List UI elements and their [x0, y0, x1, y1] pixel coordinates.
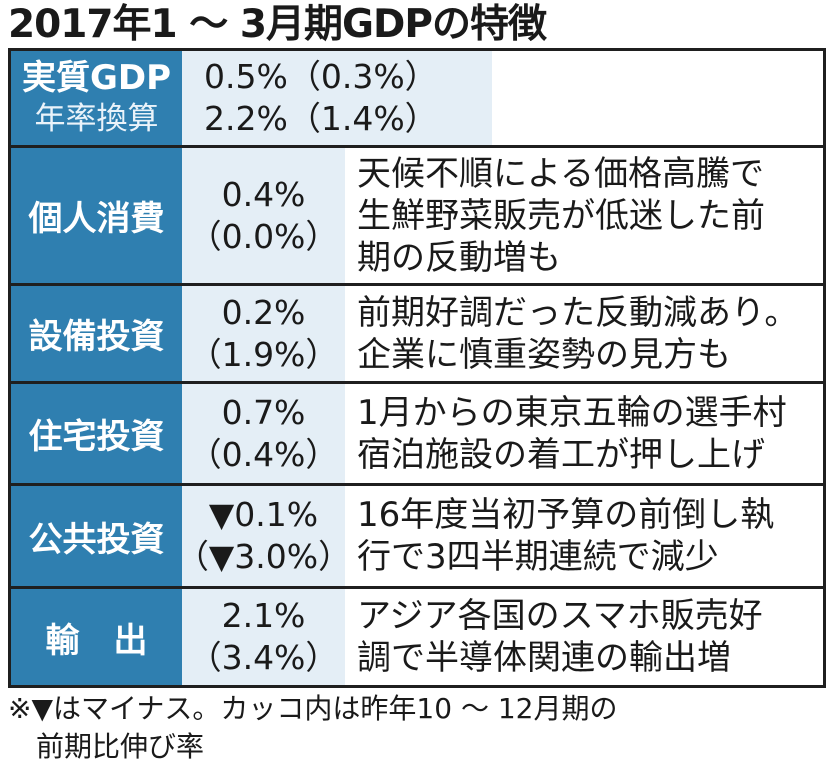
- row-divider: [11, 283, 823, 286]
- page-title: 2017年1 ～ 3月期GDPの特徴: [8, 2, 547, 47]
- row-divider: [11, 381, 823, 384]
- row-prev-value: （0.4%）: [188, 434, 339, 474]
- row-note-cell: アジア各国のスマホ販売好 調で半導体関連の輸出増: [345, 589, 823, 685]
- row-label: 住宅投資: [11, 384, 182, 483]
- row-note-cell: 天候不順による価格高騰で 生鮮野菜販売が低迷した前 期の反動増も: [345, 148, 823, 283]
- row-value: 0.4%: [221, 174, 306, 214]
- gdp-table: 実質GDP 年率換算 0.5%（0.3%） 2.2%（1.4%） 個人消費 0.…: [8, 48, 826, 688]
- row-prev-value: （3.4%）: [188, 638, 339, 677]
- row-note-cell: 16年度当初予算の前倒し執 行で3四半期連続で減少: [345, 486, 823, 586]
- gdp-summary-row: 実質GDP 年率換算 0.5%（0.3%） 2.2%（1.4%）: [11, 51, 823, 145]
- row-value-cell: 0.2% （1.9%）: [182, 286, 345, 381]
- gdp-value: 0.5%（0.3%）: [204, 57, 438, 96]
- row-note: 前期好調だった反動減あり。 企業に慎重姿勢の見方も: [357, 292, 799, 375]
- row-value: 0.2%: [221, 292, 306, 332]
- table-row-public-investment: 公共投資 ▼0.1% （▼3.0%） 16年度当初予算の前倒し執 行で3四半期連…: [11, 486, 823, 586]
- row-note-cell: 1月からの東京五輪の選手村 宿泊施設の着工が押し上げ: [345, 384, 823, 483]
- row-prev-value: （▼3.0%）: [175, 537, 352, 576]
- row-value: 2.1%: [221, 596, 306, 635]
- row-value-cell: ▼0.1% （▼3.0%）: [176, 486, 351, 586]
- row-value: ▼0.1%: [208, 495, 319, 534]
- gdp-value-cell: 0.5%（0.3%） 2.2%（1.4%）: [182, 51, 492, 145]
- footnote: ※▼はマイナス。カッコ内は昨年10 ～ 12月期の 前期比伸び率: [8, 692, 618, 763]
- table-row-capex: 設備投資 0.2% （1.9%） 前期好調だった反動減あり。 企業に慎重姿勢の見…: [11, 286, 823, 381]
- gdp-annualized: 2.2%（1.4%）: [204, 99, 438, 138]
- row-divider: [11, 145, 823, 148]
- row-value-cell: 0.7% （0.4%）: [182, 384, 345, 483]
- row-divider: [11, 586, 823, 589]
- table-row-consumption: 個人消費 0.4% （0.0%） 天候不順による価格高騰で 生鮮野菜販売が低迷し…: [11, 148, 823, 283]
- row-label: 公共投資: [11, 486, 182, 586]
- row-note: 1月からの東京五輪の選手村 宿泊施設の着工が押し上げ: [357, 392, 787, 475]
- gdp-blank-cell: [492, 51, 823, 145]
- row-value: 0.7%: [221, 392, 306, 432]
- row-label: 個人消費: [11, 148, 182, 283]
- table-row-housing: 住宅投資 0.7% （0.4%） 1月からの東京五輪の選手村 宿泊施設の着工が押…: [11, 384, 823, 483]
- row-value-cell: 2.1% （3.4%）: [182, 589, 345, 685]
- row-prev-value: （1.9%）: [188, 334, 339, 374]
- table-row-exports: 輸 出 2.1% （3.4%） アジア各国のスマホ販売好 調で半導体関連の輸出増: [11, 589, 823, 685]
- row-note: 天候不順による価格高騰で 生鮮野菜販売が低迷した前 期の反動増も: [357, 153, 765, 278]
- row-prev-value: （0.0%）: [188, 216, 339, 256]
- gdp-label: 実質GDP: [21, 58, 172, 98]
- row-divider: [11, 483, 823, 486]
- gdp-sublabel: 年率換算: [34, 101, 159, 137]
- gdp-header-cell: 実質GDP 年率換算: [11, 51, 182, 145]
- row-note: アジア各国のスマホ販売好 調で半導体関連の輸出増: [357, 596, 763, 678]
- row-label: 輸 出: [11, 589, 182, 685]
- row-note: 16年度当初予算の前倒し執 行で3四半期連続で減少: [357, 495, 775, 577]
- row-value-cell: 0.4% （0.0%）: [182, 148, 345, 283]
- row-label: 設備投資: [11, 286, 182, 381]
- row-note-cell: 前期好調だった反動減あり。 企業に慎重姿勢の見方も: [345, 286, 823, 381]
